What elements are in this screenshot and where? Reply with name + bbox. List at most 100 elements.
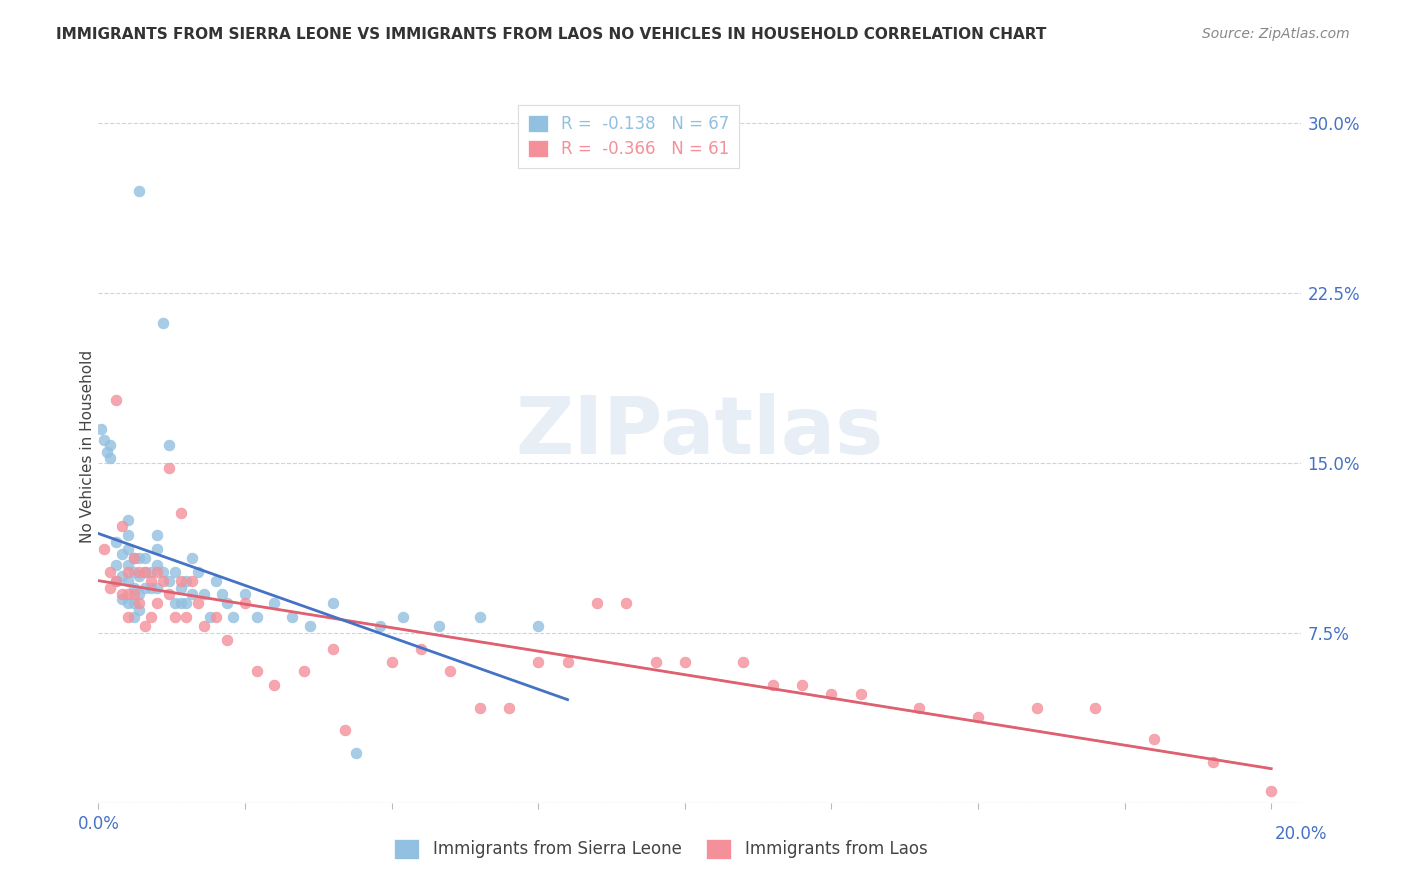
Point: [105, 574, 128, 588]
Point: [105, 392, 128, 407]
Point: [122, 610, 145, 624]
Point: [105, 558, 128, 572]
Point: [204, 574, 226, 588]
Point: [1201, 755, 1223, 769]
Point: [967, 709, 990, 723]
Point: [187, 565, 209, 579]
Point: [93, 434, 115, 448]
Point: [146, 581, 169, 595]
Y-axis label: No Vehicles in Household: No Vehicles in Household: [80, 350, 94, 542]
Point: [211, 587, 233, 601]
Point: [98, 565, 121, 579]
Point: [134, 551, 156, 566]
Text: ZIPatlas: ZIPatlas: [516, 392, 883, 471]
Point: [117, 587, 139, 601]
Point: [128, 551, 150, 566]
Point: [673, 656, 696, 670]
Point: [128, 184, 150, 198]
Point: [527, 656, 550, 670]
Point: [733, 656, 755, 670]
Point: [169, 574, 191, 588]
Point: [163, 597, 186, 611]
Point: [117, 597, 139, 611]
Point: [498, 700, 520, 714]
Point: [1260, 784, 1282, 798]
Point: [98, 451, 121, 466]
Text: IMMIGRANTS FROM SIERRA LEONE VS IMMIGRANTS FROM LAOS NO VEHICLES IN HOUSEHOLD CO: IMMIGRANTS FROM SIERRA LEONE VS IMMIGRAN…: [56, 27, 1046, 42]
Point: [146, 542, 169, 557]
Point: [292, 665, 315, 679]
Point: [134, 565, 156, 579]
Point: [152, 316, 174, 330]
Point: [527, 619, 550, 633]
Point: [1025, 700, 1047, 714]
Point: [246, 610, 269, 624]
Point: [105, 535, 128, 549]
Point: [163, 565, 186, 579]
Point: [204, 610, 226, 624]
Point: [322, 641, 344, 656]
Point: [117, 565, 139, 579]
Point: [134, 565, 156, 579]
Point: [849, 687, 872, 701]
Point: [141, 581, 163, 595]
Point: [169, 506, 191, 520]
Point: [198, 610, 221, 624]
Point: [157, 587, 180, 601]
Point: [790, 678, 813, 692]
Point: [368, 619, 391, 633]
Point: [169, 597, 191, 611]
Point: [392, 610, 415, 624]
Point: [111, 591, 134, 606]
Point: [157, 574, 180, 588]
Point: [820, 687, 842, 701]
Point: [122, 551, 145, 566]
Point: [157, 438, 180, 452]
Point: [586, 597, 609, 611]
Point: [128, 603, 150, 617]
Point: [193, 619, 215, 633]
Point: [134, 619, 156, 633]
Point: [122, 597, 145, 611]
Point: [96, 444, 118, 458]
Point: [146, 597, 169, 611]
Point: [122, 581, 145, 595]
Point: [557, 656, 579, 670]
Point: [468, 610, 491, 624]
Point: [122, 587, 145, 601]
Point: [346, 746, 368, 760]
Point: [111, 547, 134, 561]
Point: [1084, 700, 1107, 714]
Point: [322, 597, 344, 611]
Point: [141, 610, 163, 624]
Legend: R =  -0.138   N = 67, R =  -0.366   N = 61: R = -0.138 N = 67, R = -0.366 N = 61: [517, 104, 740, 168]
Point: [263, 678, 285, 692]
Point: [122, 565, 145, 579]
Point: [111, 587, 134, 601]
Point: [157, 460, 180, 475]
Point: [163, 610, 186, 624]
Point: [333, 723, 356, 738]
Point: [181, 574, 204, 588]
Point: [181, 551, 204, 566]
Point: [122, 551, 145, 566]
Point: [98, 438, 121, 452]
Point: [217, 632, 239, 647]
Point: [90, 422, 112, 436]
Point: [117, 610, 139, 624]
Text: 20.0%: 20.0%: [1274, 825, 1327, 843]
Text: Source: ZipAtlas.com: Source: ZipAtlas.com: [1202, 27, 1350, 41]
Point: [117, 558, 139, 572]
Point: [468, 700, 491, 714]
Point: [152, 565, 174, 579]
Point: [176, 597, 198, 611]
Point: [141, 574, 163, 588]
Point: [614, 597, 637, 611]
Point: [117, 528, 139, 542]
Point: [187, 597, 209, 611]
Point: [644, 656, 666, 670]
Point: [128, 587, 150, 601]
Point: [128, 569, 150, 583]
Point: [146, 565, 169, 579]
Point: [98, 581, 121, 595]
